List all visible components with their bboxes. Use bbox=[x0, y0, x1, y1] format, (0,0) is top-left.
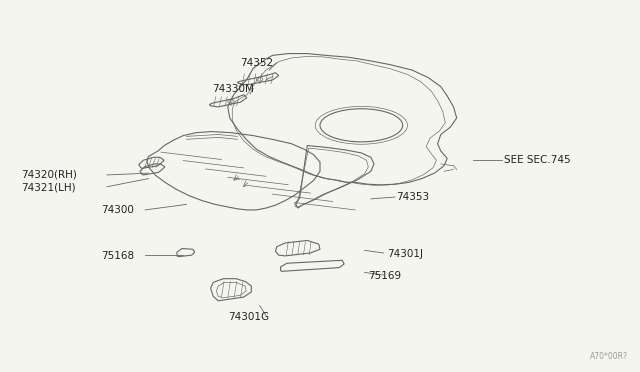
Text: 74330M: 74330M bbox=[212, 84, 254, 93]
Text: 75169: 75169 bbox=[368, 271, 401, 281]
Text: SEE SEC.745: SEE SEC.745 bbox=[504, 155, 571, 165]
Text: 74353: 74353 bbox=[396, 192, 429, 202]
Text: 74320(RH): 74320(RH) bbox=[21, 170, 77, 180]
Text: 74301J: 74301J bbox=[387, 249, 423, 259]
Text: 74301G: 74301G bbox=[228, 312, 269, 321]
Text: 75168: 75168 bbox=[100, 251, 134, 261]
Text: 74352: 74352 bbox=[241, 58, 274, 68]
Text: 74321(LH): 74321(LH) bbox=[21, 183, 76, 193]
Text: A70*00R?: A70*00R? bbox=[590, 352, 628, 361]
Text: 74300: 74300 bbox=[100, 205, 134, 215]
